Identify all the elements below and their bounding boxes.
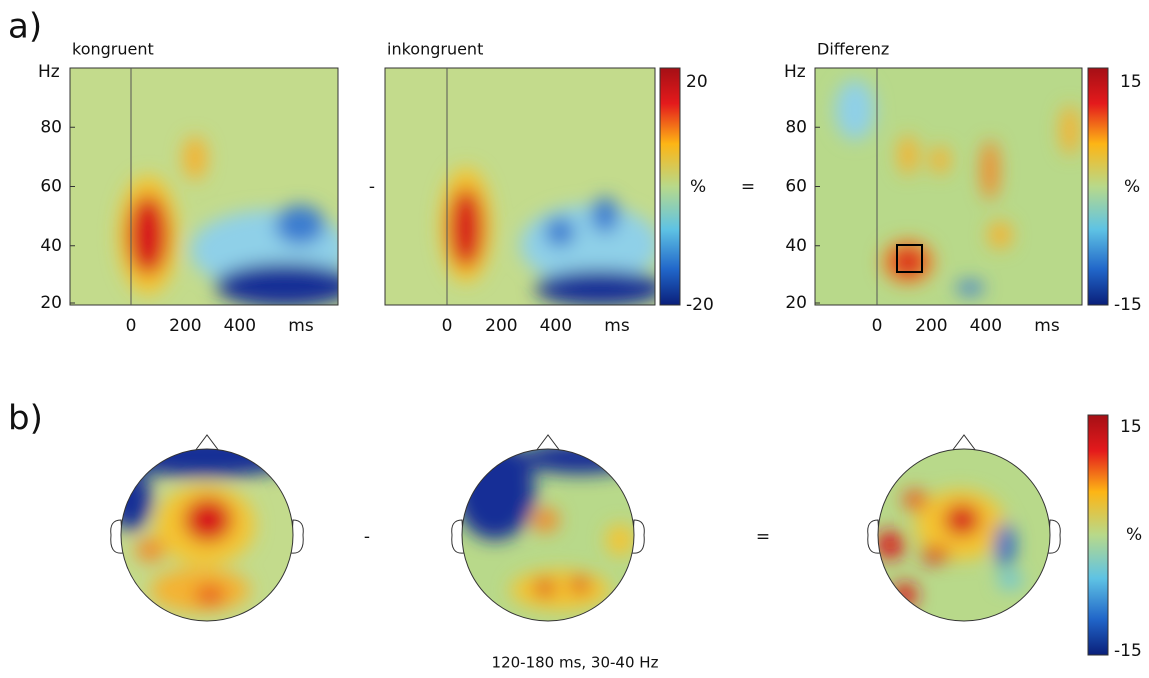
x-tick-label: 200 [485, 316, 517, 336]
x-tick-label: 200 [915, 316, 947, 336]
y-tick-label: 40 [785, 236, 807, 256]
y-tick-label: 60 [40, 177, 62, 197]
y-tick-label: 20 [40, 293, 62, 313]
y-unit: Hz [784, 62, 806, 82]
colorbar [1088, 68, 1108, 305]
x-tick-label: 400 [224, 316, 256, 336]
figure: a) b) [0, 0, 1149, 678]
panel-label: a) [8, 7, 42, 47]
colorbar [660, 68, 680, 305]
y-unit: Hz [38, 62, 60, 82]
colorbar-max: 15 [1120, 417, 1142, 437]
colorbar-unit: % [690, 177, 706, 197]
y-tick-label: 40 [40, 236, 62, 256]
x-tick-label: 400 [540, 316, 572, 336]
plot-title: inkongruent [387, 40, 483, 59]
x-tick-label: 200 [169, 316, 201, 336]
y-tick-label: 20 [785, 293, 807, 313]
colorbar-min: -20 [686, 295, 714, 315]
x-tick-label: 0 [442, 316, 453, 336]
topography [107, 433, 307, 623]
plot-title: Differenz [817, 40, 889, 59]
colorbar-max: 15 [1120, 72, 1142, 92]
x-unit: ms [1034, 316, 1060, 336]
colorbar-min: -15 [1114, 295, 1142, 315]
plot-title: kongruent [72, 40, 154, 59]
y-tick-label: 60 [785, 177, 807, 197]
caption: 120-180 ms, 30-40 Hz [492, 654, 659, 672]
operator: = [741, 177, 755, 197]
x-unit: ms [604, 316, 630, 336]
x-tick-label: 0 [872, 316, 883, 336]
colorbar-max: 20 [686, 72, 708, 92]
panel-label: b) [8, 399, 43, 439]
heatmap [70, 68, 355, 307]
colorbar-unit: % [1124, 177, 1140, 197]
y-tick-label: 80 [40, 117, 62, 137]
x-unit: ms [288, 316, 314, 336]
x-tick-label: 400 [970, 316, 1002, 336]
colorbar-min: -15 [1114, 641, 1142, 661]
operator: - [369, 177, 375, 197]
operator: = [756, 527, 770, 547]
topography [455, 440, 640, 623]
heatmap [385, 68, 665, 306]
operator: - [364, 527, 370, 547]
heatmap [815, 68, 1082, 305]
y-tick-label: 80 [785, 117, 807, 137]
colorbar [1088, 415, 1108, 655]
colorbar-unit: % [1126, 525, 1142, 545]
topography [876, 448, 1052, 623]
x-tick-label: 0 [126, 316, 137, 336]
